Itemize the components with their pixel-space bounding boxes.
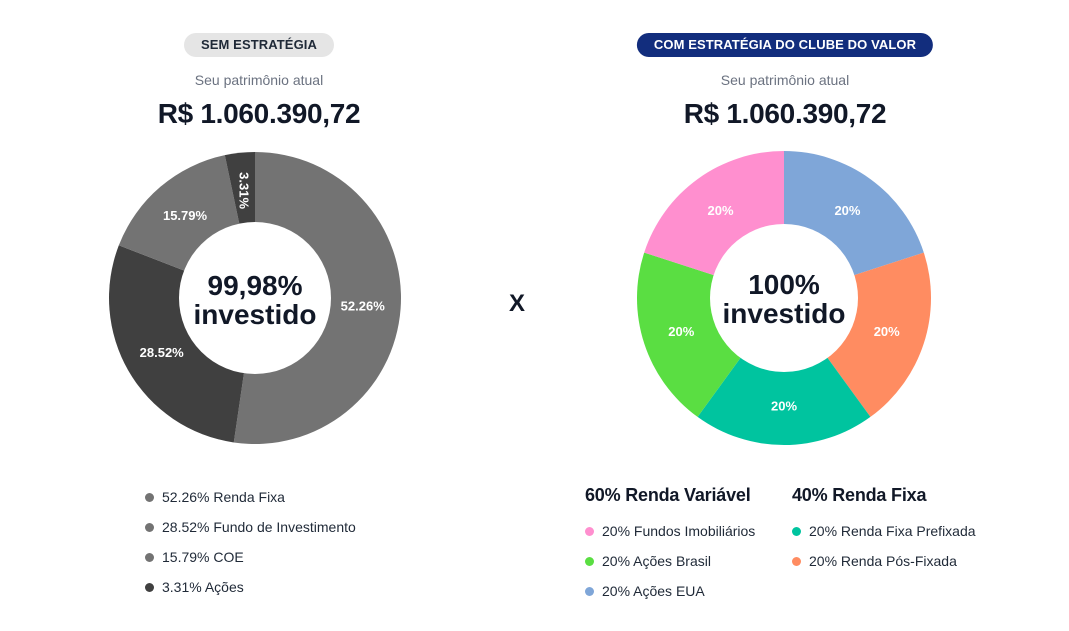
variable-income-title: 60% Renda Variável <box>585 485 751 505</box>
legend-dot-icon <box>585 527 594 536</box>
right-slice-label-renda-pos-fixada: 20% <box>874 324 900 339</box>
legend-label: 15.79% COE <box>162 549 244 565</box>
donut-hole <box>710 224 858 372</box>
left-slice-label-fundo-de-investimento: 28.52% <box>140 345 185 360</box>
legend-label: 20% Ações EUA <box>602 583 705 599</box>
panel-with-strategy: COM ESTRATÉGIA DO CLUBE DO VALOR Seu pat… <box>535 0 1035 631</box>
right-slice-label-renda-fixa-prefixada: 20% <box>771 399 797 414</box>
legend-dot-icon <box>145 583 154 592</box>
legend-fixed-income: 20% Renda Fixa Prefixada 20% Renda Pós-Fi… <box>792 522 1002 582</box>
legend-label: 20% Ações Brasil <box>602 553 711 569</box>
legend-label: 52.26% Renda Fixa <box>162 489 285 505</box>
legend-dot-icon <box>145 553 154 562</box>
legend-dot-icon <box>145 493 154 502</box>
legend-label: 20% Renda Pós-Fixada <box>809 553 957 569</box>
legend-without-strategy: 52.26% Renda Fixa 28.52% Fundo de Investi… <box>145 488 445 608</box>
right-slice-label-fundos-imobiliarios: 20% <box>708 203 734 218</box>
legend-label: 20% Fundos Imobiliários <box>602 523 756 539</box>
legend-label: 20% Renda Fixa Prefixada <box>809 523 976 539</box>
invested-caption: investido <box>723 298 846 329</box>
current-wealth-label: Seu patrimônio atual <box>720 72 850 88</box>
current-wealth-amount: R$ 1.060.390,72 <box>683 98 887 129</box>
current-wealth-label: Seu patrimônio atual <box>194 72 324 88</box>
legend-variable-income: 20% Fundos Imobiliários 20% Ações Brasil 2… <box>585 522 785 612</box>
left-slice-label-acoes: 3.31% <box>236 172 251 209</box>
badge-with-strategy: COM ESTRATÉGIA DO CLUBE DO VALOR <box>636 33 934 57</box>
legend-label: 28.52% Fundo de Investimento <box>162 519 356 535</box>
legend-label: 3.31% Ações <box>162 579 244 595</box>
badge-without-strategy: SEM ESTRATÉGIA <box>183 33 335 57</box>
legend-dot-icon <box>585 587 594 596</box>
legend-dot-icon <box>585 557 594 566</box>
legend-dot-icon <box>145 523 154 532</box>
right-slice-label-acoes-brasil: 20% <box>668 324 694 339</box>
donut-hole <box>179 222 331 374</box>
invested-percentage: 99,98% <box>208 270 303 301</box>
left-slice-label-renda-fixa: 52.26% <box>341 298 386 313</box>
current-wealth-amount: R$ 1.060.390,72 <box>157 98 361 129</box>
legend-dot-icon <box>792 527 801 536</box>
legend-dot-icon <box>792 557 801 566</box>
right-slice-label-acoes-eua: 20% <box>834 203 860 218</box>
invested-caption: investido <box>194 299 317 330</box>
panel-without-strategy: SEM ESTRATÉGIA Seu patrimônio atual R$ 1… <box>9 0 509 631</box>
allocation-donut-without-strategy: 99,98% investido 52.26% 28.52% 15.79% 3.31% <box>109 152 401 444</box>
allocation-donut-with-strategy: 100% investido 20% 20% 20% 20% 20% <box>637 151 931 446</box>
fixed-income-title: 40% Renda Fixa <box>792 485 927 505</box>
versus-separator: X <box>509 290 526 317</box>
invested-percentage: 100% <box>748 269 820 300</box>
left-slice-label-coe: 15.79% <box>163 208 208 223</box>
